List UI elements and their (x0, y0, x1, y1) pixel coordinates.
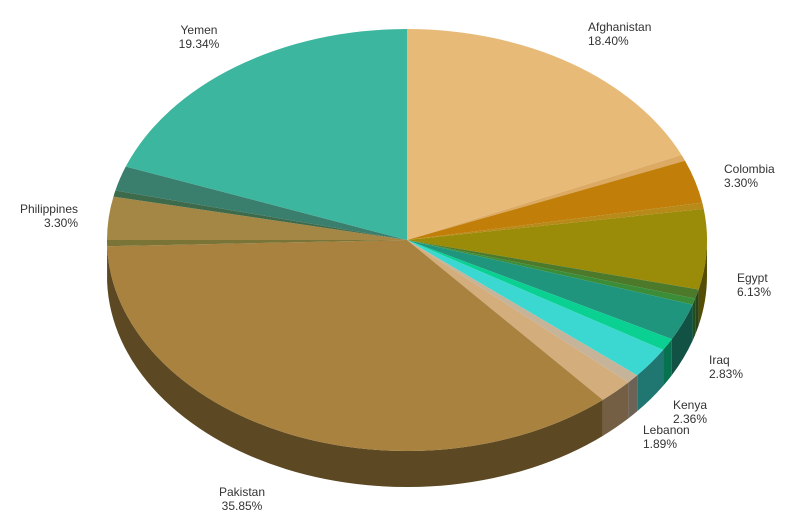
slice-side-iraq (671, 304, 693, 376)
slice-iraq (407, 240, 693, 340)
slice-labels: Afghanistan 18.40% Colombia 3.30% Egypt … (20, 20, 775, 513)
label-philippines-name: Philippines (20, 202, 78, 216)
label-colombia-value: 3.30% (724, 176, 758, 190)
slice-side-kenya (637, 349, 664, 412)
label-afghanistan-value: 18.40% (588, 34, 629, 48)
slice-yemen (125, 29, 408, 240)
label-iraq-name: Iraq (709, 353, 730, 367)
label-yemen-name: Yemen (181, 23, 218, 37)
slice-side-egypt (698, 240, 707, 326)
label-egypt-value: 6.13% (737, 285, 771, 299)
slice-philippines (107, 196, 407, 240)
slice-minor-6 (407, 240, 696, 305)
slice-colombia (407, 160, 703, 240)
slice-minor-1 (407, 154, 686, 240)
slice-side-minor-8 (663, 339, 672, 386)
pie-sides (107, 240, 707, 488)
label-pakistan-name: Pakistan (219, 485, 265, 499)
pie-slices (107, 29, 708, 452)
label-lebanon-name: Lebanon (643, 423, 690, 437)
label-pakistan-value: 35.85% (222, 499, 263, 513)
slice-lebanon (407, 240, 629, 400)
slice-side-minor-5 (695, 289, 699, 335)
slice-kenya (407, 240, 664, 376)
label-iraq-value: 2.83% (709, 367, 743, 381)
slice-minor-16 (115, 166, 407, 240)
slice-pakistan (107, 240, 603, 452)
label-colombia-name: Colombia (724, 162, 775, 176)
slice-minor-3 (407, 202, 704, 240)
label-kenya-name: Kenya (673, 398, 707, 412)
slice-side-lebanon (602, 382, 629, 436)
slice-side-minor-10 (628, 375, 638, 419)
slice-minor-8 (407, 240, 672, 350)
slice-minor-15 (113, 190, 408, 240)
label-egypt-name: Egypt (737, 271, 768, 285)
label-afghanistan-name: Afghanistan (588, 20, 651, 34)
slice-minor-10 (407, 240, 638, 383)
slice-side-pakistan (107, 246, 603, 488)
slice-egypt (407, 208, 708, 290)
label-kenya-value: 2.36% (673, 412, 707, 426)
slice-minor-5 (407, 240, 699, 299)
label-philippines-value: 3.30% (44, 216, 78, 230)
slice-afghanistan (407, 29, 682, 240)
label-lebanon-value: 1.89% (643, 437, 677, 451)
slice-side-minor-6 (692, 298, 696, 341)
slice-minor-13 (107, 240, 407, 247)
label-yemen-value: 19.34% (179, 37, 220, 51)
